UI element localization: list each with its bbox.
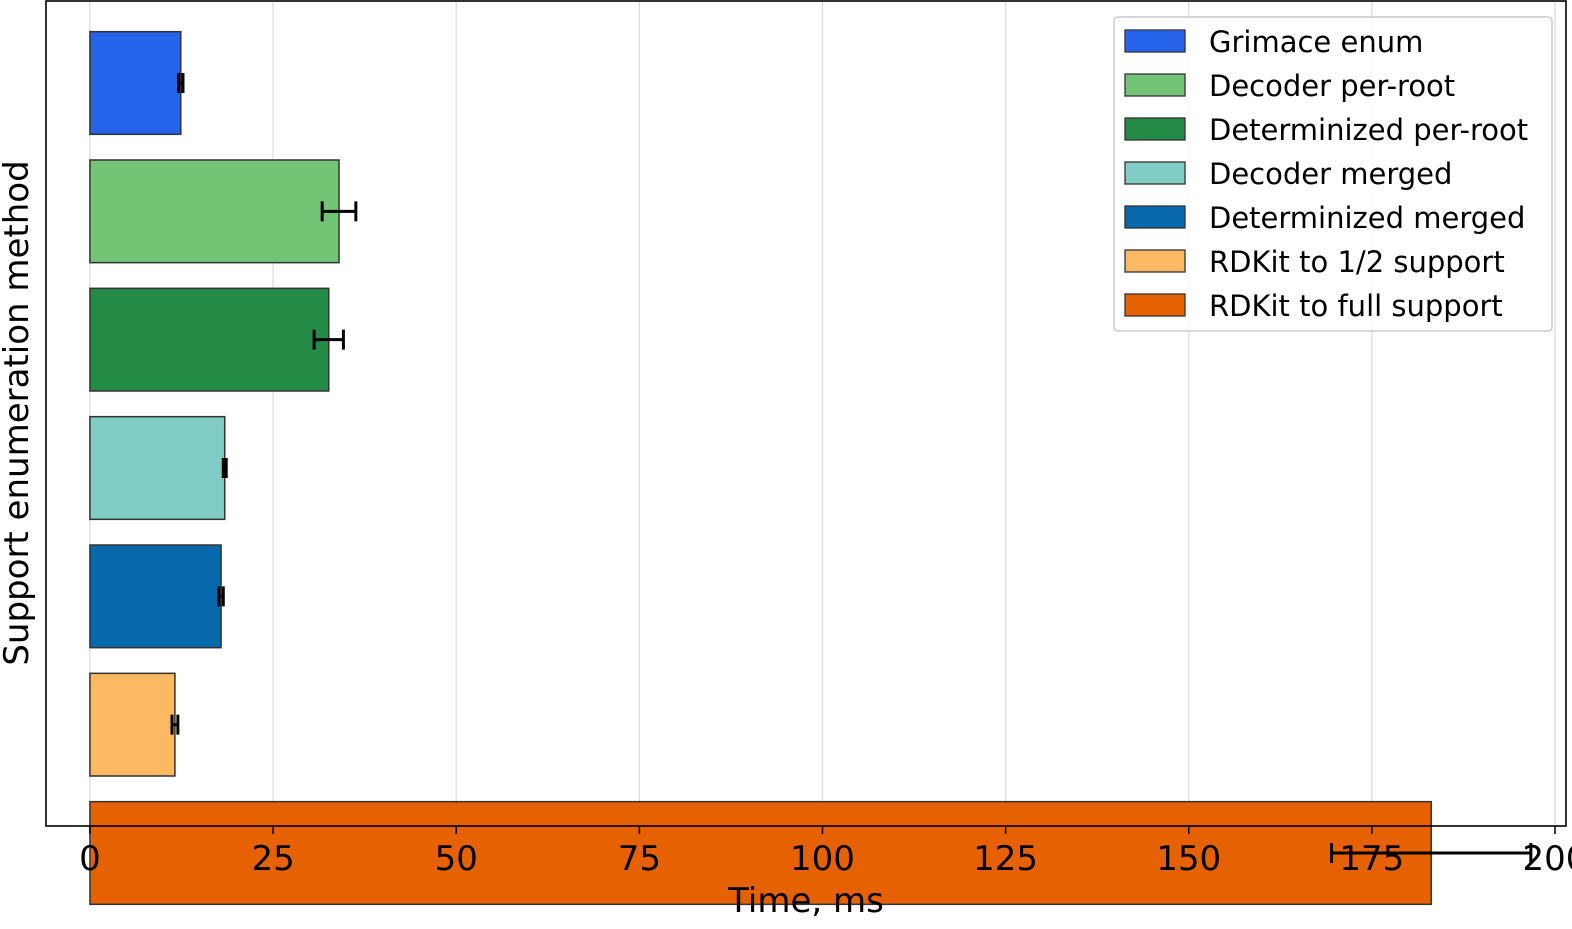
bar [89, 544, 222, 649]
x-tick-label: 200 [1523, 839, 1572, 879]
legend-label: RDKit to full support [1209, 289, 1503, 323]
x-tick-label: 25 [251, 839, 294, 879]
bar [89, 30, 182, 136]
y-axis-label: Support enumeration method [0, 160, 37, 665]
legend-label: Determinized per-root [1209, 113, 1528, 147]
x-tick-label: 0 [79, 839, 101, 879]
legend-swatch [1124, 161, 1186, 185]
legend-label: RDKit to 1/2 support [1209, 245, 1505, 279]
legend-frame [1113, 16, 1553, 332]
legend-swatch [1124, 117, 1186, 141]
plot-frame [45, 0, 1567, 827]
legend-label: Determinized merged [1209, 201, 1525, 235]
legend-swatch [1124, 249, 1186, 273]
bar [89, 672, 176, 777]
legend-swatch [1124, 73, 1186, 97]
legend-label: Decoder per-root [1209, 69, 1455, 103]
bar [89, 159, 340, 264]
bar [89, 415, 226, 521]
x-axis-label: Time, ms [727, 881, 884, 921]
x-tick-label: 100 [790, 839, 855, 879]
legend-label: Grimace enum [1209, 25, 1423, 59]
error-bars [170, 73, 1533, 863]
legend-swatch [1124, 205, 1186, 229]
legend-swatch [1124, 293, 1186, 317]
x-tick-label: 50 [435, 839, 478, 879]
x-axis-ticks: 0 25 50 75 100 125 150 175 200 [79, 826, 1572, 879]
bar [89, 800, 1432, 906]
bar [89, 287, 330, 392]
legend-swatch [1124, 29, 1186, 53]
x-tick-label: 75 [618, 839, 661, 879]
bars [89, 30, 1432, 906]
legend-label: Decoder merged [1209, 157, 1452, 191]
x-tick-label: 125 [973, 839, 1038, 879]
legend: Grimace enum Decoder per-root Determinized… [1113, 16, 1553, 332]
x-tick-label: 175 [1339, 839, 1404, 879]
x-tick-label: 150 [1156, 839, 1221, 879]
